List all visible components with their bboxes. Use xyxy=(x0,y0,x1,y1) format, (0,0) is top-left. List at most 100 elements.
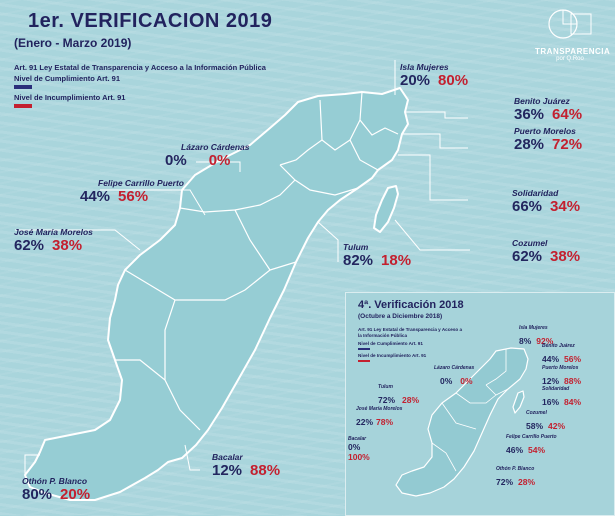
noncompliance-value: 56% xyxy=(564,354,582,364)
noncompliance-value: 18% xyxy=(381,252,412,269)
noncompliance-value: 34% xyxy=(550,198,581,215)
compliance-legend-label: Nivel de Cumplimiento Art. 91 xyxy=(14,74,120,83)
municipal-border-4 xyxy=(321,139,351,151)
noncompliance-value: 84% xyxy=(564,397,582,407)
noncompliance-legend-swatch xyxy=(14,104,32,108)
compliance-value: 66% xyxy=(512,198,543,215)
noncompliance-value: 88% xyxy=(564,376,582,386)
leader-benito-juarez xyxy=(405,111,468,119)
inset-noncompliance-swatch xyxy=(358,360,370,362)
inset-noncompliance-legend-label: Nivel de Incumplimiento Art. 91 xyxy=(358,353,427,358)
compliance-value: 58% xyxy=(526,421,544,431)
page-subtitle: (Enero - Marzo 2019) xyxy=(14,36,132,50)
municipal-border-2 xyxy=(359,91,399,136)
municipality-name: Solidaridad xyxy=(542,386,570,392)
compliance-value: 0% xyxy=(348,442,361,452)
noncompliance-legend-label: Nivel de Incumplimiento Art. 91 xyxy=(14,93,126,102)
noncompliance-value: 100% xyxy=(348,452,370,462)
label-isla-mujeres: Isla Mujeres 20% 80% xyxy=(400,62,468,90)
municipality-name: Tulum xyxy=(343,242,369,252)
municipal-border-1 xyxy=(279,99,323,166)
municipality-name: Bacalar xyxy=(212,452,243,462)
compliance-legend-swatch xyxy=(14,85,32,89)
inset-title: 4ª. Verificación 2018 xyxy=(358,299,464,311)
municipality-name: Cozumel xyxy=(512,238,548,248)
municipal-border-7 xyxy=(234,209,297,271)
logo-subtext: por Q.Roo xyxy=(556,56,584,62)
leader-puerto-morelos xyxy=(402,133,468,149)
inset-label-isla-mujeres: Isla Mujeres 8% 92% xyxy=(519,325,553,349)
cozumel-island xyxy=(373,185,399,233)
inset-subtitle: (Octubre a Diciembre 2018) xyxy=(358,313,443,320)
leader-jose-maria xyxy=(15,229,141,251)
inset-cozumel-island xyxy=(512,390,525,414)
inset-label-solidaridad: Solidaridad 16% 84% xyxy=(542,386,581,410)
law-label: Art. 91 Ley Estatal de Transparencia y A… xyxy=(14,63,266,72)
noncompliance-value: 56% xyxy=(118,188,149,205)
noncompliance-value: 88% xyxy=(250,462,281,479)
compliance-value: 16% xyxy=(542,397,560,407)
compliance-value: 0% xyxy=(440,376,453,386)
inset-label-bacalar: Bacalar 0% 100% xyxy=(348,436,370,462)
municipality-name: Solidaridad xyxy=(512,188,559,198)
label-tulum: Tulum 82% 18% xyxy=(343,242,411,270)
inset-label-cozumel: Cozumel 58% 42% xyxy=(526,410,565,434)
label-bacalar: Bacalar 12% 88% xyxy=(212,452,280,480)
noncompliance-value: 72% xyxy=(552,136,583,153)
compliance-value: 44% xyxy=(542,354,560,364)
compliance-value: 72% xyxy=(378,395,396,405)
municipality-name: Felipe Carrillo Puerto xyxy=(506,434,557,440)
noncompliance-value: 42% xyxy=(548,421,566,431)
leader-cozumel xyxy=(394,219,470,251)
municipality-name: Isla Mujeres xyxy=(400,62,449,72)
municipality-name: Lázaro Cárdenas xyxy=(181,142,250,152)
leader-solidaridad xyxy=(398,154,468,201)
label-solidaridad: Solidaridad 66% 34% xyxy=(512,188,580,216)
noncompliance-value: 92% xyxy=(536,336,554,346)
logo-text: TRANSPARENCIA xyxy=(535,47,611,56)
compliance-value: 72% xyxy=(496,477,514,487)
label-othon-p-blanco: Othón P. Blanco 80% 20% xyxy=(22,476,90,504)
municipality-name: Felipe Carrillo Puerto xyxy=(98,178,184,188)
inset-border-5 xyxy=(431,442,457,472)
noncompliance-value: 64% xyxy=(552,106,583,123)
leader-othon-p xyxy=(24,454,40,475)
noncompliance-value: 0% xyxy=(208,152,231,169)
inset-label-tulum: Tulum 72% 28% xyxy=(378,384,419,408)
noncompliance-value: 38% xyxy=(52,237,83,254)
compliance-value: 28% xyxy=(514,136,545,153)
compliance-value: 36% xyxy=(514,106,545,123)
compliance-value: 0% xyxy=(165,152,187,169)
leader-tulum xyxy=(317,221,339,262)
inset-border-3 xyxy=(455,392,497,404)
noncompliance-value: 38% xyxy=(550,248,581,265)
label-felipe-carrillo-puerto: Felipe Carrillo Puerto 44% 56% xyxy=(80,178,184,206)
municipality-name: Cozumel xyxy=(526,410,547,416)
inset-map xyxy=(395,347,529,497)
inset-border-1 xyxy=(485,349,507,386)
municipality-name: Othón P. Blanco xyxy=(22,476,88,486)
inset-label-jose-maria-morelos: José María Morelos 22% 78% xyxy=(356,406,402,430)
inset-label-othon-p-blanco: Othón P. Blanco 72% 28% xyxy=(496,466,535,490)
compliance-value: 22% xyxy=(356,417,374,427)
inset-label-felipe-carrillo-puerto: Felipe Carrillo Puerto 46% 54% xyxy=(506,434,557,458)
municipality-name: Othón P. Blanco xyxy=(496,466,535,472)
label-lazaro-cardenas: Lázaro Cárdenas 0% 0% xyxy=(165,142,250,170)
inset-law-label: Art. 91 Ley Estatal de Transparencia y A… xyxy=(358,327,463,338)
municipal-border-9 xyxy=(124,269,271,301)
municipal-border-11 xyxy=(164,299,176,380)
transparencia-logo: TRANSPARENCIA por Q.Roo xyxy=(535,6,611,62)
inset-label-puerto-morelos: Puerto Morelos 12% 88% xyxy=(542,365,581,389)
label-puerto-morelos: Puerto Morelos 28% 72% xyxy=(514,126,582,154)
leader-lazaro-cardenas xyxy=(196,161,241,172)
municipality-name: Puerto Morelos xyxy=(542,365,579,371)
municipal-border-8 xyxy=(179,207,236,213)
label-jose-maria-morelos: José María Morelos 62% 38% xyxy=(14,227,93,255)
municipality-name: Lázaro Cárdenas xyxy=(434,365,475,371)
inset-compliance-swatch xyxy=(358,348,370,350)
municipal-border-5 xyxy=(279,164,359,196)
inset-label-lazaro-cardenas: Lázaro Cárdenas 0% 0% xyxy=(434,365,474,389)
noncompliance-value: 20% xyxy=(60,486,91,503)
municipality-name: Isla Mujeres xyxy=(519,325,548,331)
compliance-value: 20% xyxy=(400,72,431,89)
